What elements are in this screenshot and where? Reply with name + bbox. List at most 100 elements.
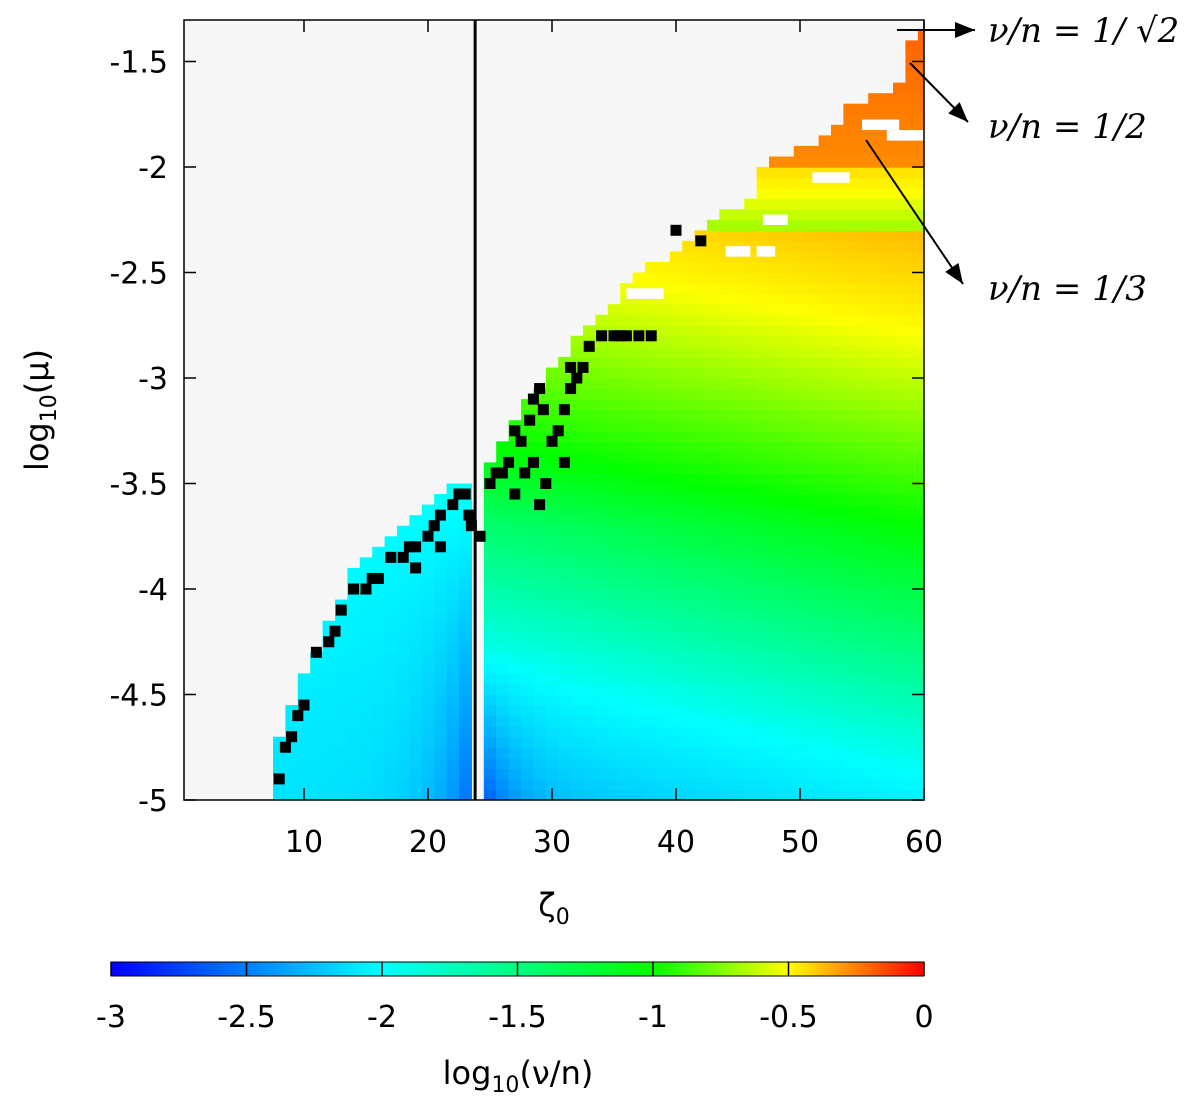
heatmap-cell: [793, 599, 807, 611]
heatmap-cell: [893, 388, 906, 400]
heatmap-cell: [533, 441, 547, 453]
heatmap-cell: [446, 662, 460, 675]
colorbar-tick-label: -2: [367, 1000, 397, 1035]
heatmap-cell: [731, 726, 745, 738]
heatmap-cell: [657, 536, 671, 548]
heatmap-cell: [434, 578, 448, 590]
heatmap-cell: [409, 578, 423, 590]
heatmap-cell: [818, 462, 832, 474]
heatmap-cell: [831, 525, 844, 537]
heatmap-cell: [372, 652, 386, 664]
heatmap-cell: [533, 388, 547, 400]
heatmap-cell: [793, 652, 807, 664]
heatmap-cell: [917, 219, 924, 231]
heatmap-cell: [818, 705, 832, 717]
heatmap-cell: [868, 304, 882, 316]
heatmap-cell: [868, 599, 882, 611]
heatmap-cell: [831, 515, 844, 527]
unresolved-cell: [614, 330, 626, 342]
heatmap-cell: [620, 536, 634, 548]
heatmap-cell: [570, 346, 584, 358]
heatmap-cell: [694, 356, 708, 369]
heatmap-cell: [545, 599, 559, 611]
heatmap-cell: [372, 789, 386, 800]
heatmap-cell: [744, 557, 758, 569]
heatmap-cell: [508, 515, 522, 527]
heatmap-cell: [806, 525, 820, 537]
heatmap-cell: [707, 272, 720, 284]
heatmap-cell: [719, 694, 733, 706]
heatmap-cell: [533, 430, 547, 442]
heatmap-cell: [285, 715, 299, 727]
heatmap-cell: [868, 736, 882, 748]
heatmap-cell: [632, 473, 646, 485]
heatmap-cell: [372, 694, 386, 706]
heatmap-cell: [496, 515, 510, 527]
heatmap-cell: [347, 778, 361, 791]
heatmap-cell: [843, 325, 857, 337]
heatmap-cell: [793, 589, 807, 601]
heatmap-cell: [632, 356, 646, 369]
heatmap-cell: [831, 251, 844, 263]
heatmap-cell: [818, 283, 832, 295]
heatmap-cell: [595, 356, 609, 369]
heatmap-cell: [310, 673, 324, 685]
heatmap-cell: [707, 736, 720, 748]
heatmap-cell: [781, 525, 795, 537]
heatmap-cell: [409, 515, 423, 527]
heatmap-cell: [372, 705, 386, 717]
heatmap-cell: [893, 304, 906, 316]
heatmap-cell: [669, 399, 683, 411]
heatmap-cell: [682, 430, 696, 442]
heatmap-cell: [682, 631, 696, 643]
heatmap-cell: [831, 135, 844, 147]
heatmap-cell: [781, 420, 795, 432]
heatmap-cell: [707, 262, 720, 274]
heatmap-cell: [818, 494, 832, 506]
heatmap-cell: [744, 726, 758, 738]
heatmap-cell: [285, 747, 299, 759]
heatmap-cell: [508, 589, 522, 601]
heatmap-cell: [632, 367, 646, 379]
heatmap-cell: [880, 694, 894, 706]
heatmap-cell: [459, 494, 472, 506]
heatmap-cell: [880, 483, 894, 495]
heatmap-cell: [917, 29, 924, 42]
heatmap-cell: [831, 757, 844, 769]
heatmap-cell: [521, 578, 534, 590]
heatmap-cell: [781, 367, 795, 379]
heatmap-cell: [533, 525, 547, 537]
heatmap-cell: [620, 715, 634, 727]
heatmap-cell: [855, 230, 869, 242]
heatmap-cell: [607, 662, 621, 675]
heatmap-cell: [793, 219, 807, 231]
heatmap-cell: [843, 209, 857, 221]
heatmap-cell: [707, 662, 720, 675]
heatmap-cell: [843, 420, 857, 432]
heatmap-cell: [669, 525, 683, 537]
heatmap-cell: [905, 82, 919, 94]
heatmap-cell: [558, 525, 572, 537]
heatmap-cell: [831, 378, 844, 390]
heatmap-cell: [868, 167, 882, 179]
heatmap-cell: [322, 673, 336, 685]
heatmap-cell: [657, 757, 671, 769]
unresolved-cell: [286, 731, 298, 743]
heatmap-cell: [781, 272, 795, 284]
heatmap-cell: [744, 778, 758, 791]
heatmap-cell: [694, 525, 708, 537]
heatmap-cell: [694, 240, 708, 253]
heatmap-cell: [769, 694, 782, 706]
heatmap-cell: [781, 494, 795, 506]
heatmap-cell: [917, 388, 924, 400]
heatmap-cell: [620, 504, 634, 516]
heatmap-cell: [868, 314, 882, 326]
heatmap-cell: [570, 589, 584, 601]
heatmap-cell: [620, 441, 634, 453]
heatmap-cell: [831, 673, 844, 685]
heatmap-cell: [620, 778, 634, 791]
heatmap-cell: [905, 293, 919, 305]
plot-frame: [183, 19, 925, 801]
heatmap-cell: [558, 589, 572, 601]
heatmap-cell: [756, 599, 770, 611]
